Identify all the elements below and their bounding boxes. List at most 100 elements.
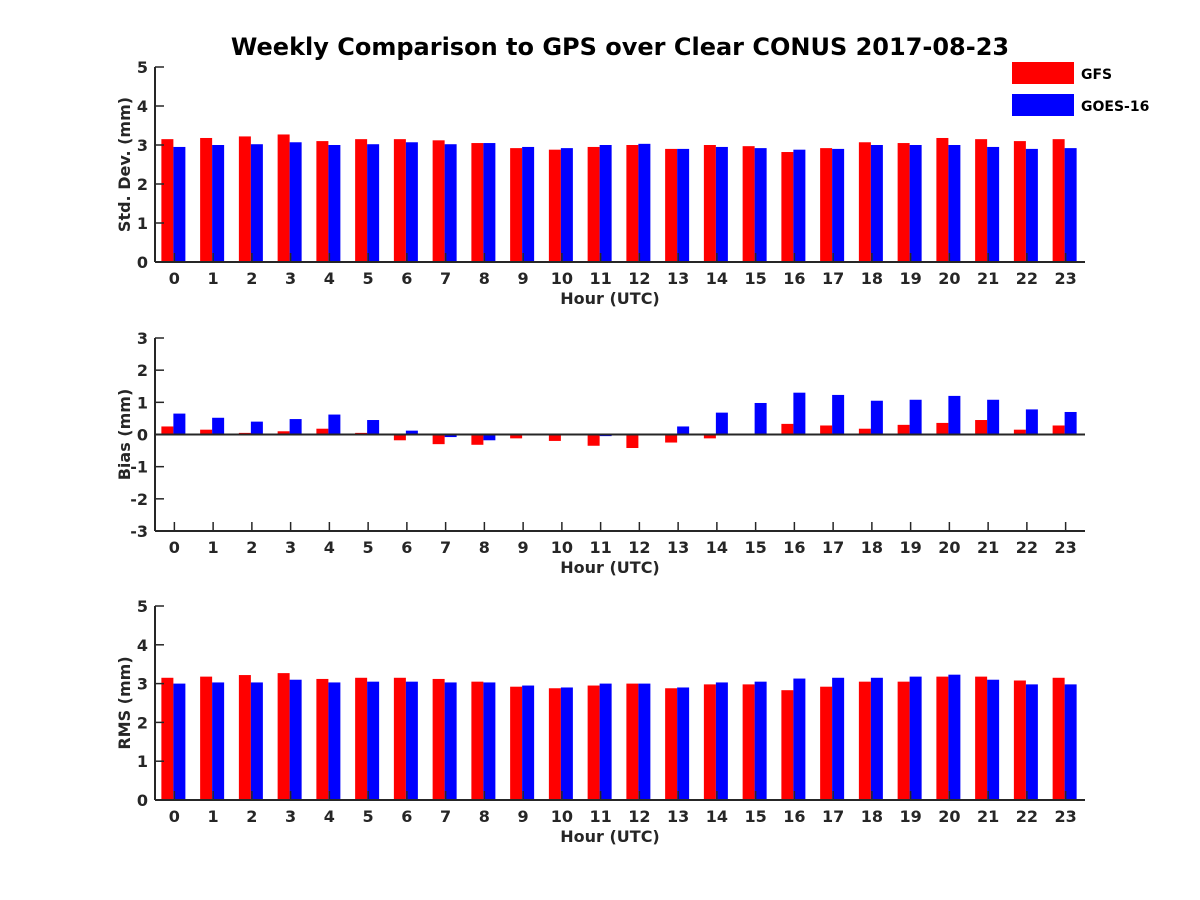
bar bbox=[471, 681, 484, 800]
bar bbox=[820, 686, 833, 800]
bar bbox=[987, 399, 1000, 435]
x-tick-label: 0 bbox=[169, 269, 180, 288]
x-tick-label: 18 bbox=[861, 538, 883, 557]
bar bbox=[665, 148, 678, 262]
bar bbox=[677, 426, 690, 435]
bar bbox=[936, 422, 949, 435]
x-tick-label: 7 bbox=[440, 538, 451, 557]
bar bbox=[250, 144, 263, 262]
x-tick-label: 15 bbox=[744, 269, 766, 288]
bar bbox=[703, 145, 716, 262]
x-tick-label: 7 bbox=[440, 807, 451, 826]
x-tick-label: 6 bbox=[401, 538, 412, 557]
bar bbox=[432, 140, 445, 262]
bar bbox=[936, 676, 949, 800]
x-tick-label: 22 bbox=[1016, 538, 1038, 557]
x-tick-label: 10 bbox=[551, 538, 573, 557]
x-tick-label: 6 bbox=[401, 269, 412, 288]
legend: GFS GOES-16 bbox=[1012, 62, 1149, 116]
bar bbox=[483, 682, 496, 800]
bar bbox=[1064, 684, 1077, 800]
bar bbox=[238, 675, 251, 800]
bar bbox=[1052, 425, 1065, 435]
x-tick-label: 0 bbox=[169, 538, 180, 557]
bar bbox=[677, 687, 690, 800]
bar bbox=[367, 681, 380, 800]
bar bbox=[781, 690, 794, 800]
x-tick-label: 13 bbox=[667, 807, 689, 826]
bar bbox=[742, 684, 755, 800]
bar bbox=[599, 145, 612, 262]
y-tick-label: 5 bbox=[137, 58, 148, 77]
x-tick-label: 23 bbox=[1054, 269, 1076, 288]
stddev-y-axis-label: Std. Dev. (mm) bbox=[115, 97, 134, 232]
x-tick-label: 23 bbox=[1054, 807, 1076, 826]
y-tick-label: 4 bbox=[137, 97, 148, 116]
x-tick-label: 17 bbox=[822, 269, 844, 288]
bar bbox=[793, 149, 806, 262]
stddev-series-gfs bbox=[161, 134, 1065, 262]
bar bbox=[677, 148, 690, 262]
bar bbox=[870, 677, 883, 800]
x-tick-label: 12 bbox=[628, 269, 650, 288]
x-tick-label: 19 bbox=[899, 807, 921, 826]
bar bbox=[1052, 677, 1065, 800]
bar bbox=[560, 687, 573, 800]
bar bbox=[870, 400, 883, 435]
bar bbox=[858, 428, 871, 435]
bar bbox=[173, 146, 186, 262]
y-tick-label: 0 bbox=[137, 791, 148, 810]
bar bbox=[1025, 148, 1038, 262]
bar bbox=[626, 683, 639, 800]
bar bbox=[703, 684, 716, 800]
bar bbox=[510, 148, 523, 262]
bar bbox=[277, 431, 290, 435]
x-tick-label: 10 bbox=[551, 807, 573, 826]
bias-series-goes-16 bbox=[173, 392, 1077, 441]
x-tick-label: 16 bbox=[783, 538, 805, 557]
x-tick-label: 13 bbox=[667, 269, 689, 288]
bar bbox=[1025, 409, 1038, 435]
x-tick-label: 16 bbox=[783, 269, 805, 288]
y-tick-label: 0 bbox=[137, 426, 148, 445]
figure-title: Weekly Comparison to GPS over Clear CONU… bbox=[231, 33, 1009, 61]
bar bbox=[393, 677, 406, 800]
bar bbox=[393, 139, 406, 262]
bar bbox=[587, 434, 600, 446]
bar bbox=[200, 137, 213, 262]
bar bbox=[548, 434, 561, 441]
x-tick-label: 16 bbox=[783, 807, 805, 826]
bar bbox=[715, 412, 728, 435]
legend-swatch bbox=[1012, 62, 1074, 84]
bar bbox=[948, 674, 961, 800]
bar bbox=[638, 683, 651, 800]
x-tick-label: 2 bbox=[246, 807, 257, 826]
legend-label: GOES-16 bbox=[1081, 99, 1149, 115]
bias-x-axis-label: Hour (UTC) bbox=[560, 558, 660, 577]
x-tick-label: 17 bbox=[822, 538, 844, 557]
bar bbox=[250, 682, 263, 800]
x-tick-label: 6 bbox=[401, 807, 412, 826]
bar bbox=[250, 421, 263, 435]
bar bbox=[793, 678, 806, 800]
bar bbox=[754, 402, 767, 435]
bar bbox=[909, 676, 922, 800]
x-tick-label: 8 bbox=[479, 538, 490, 557]
bar bbox=[832, 394, 845, 435]
x-tick-label: 14 bbox=[706, 269, 728, 288]
bias-series-gfs bbox=[161, 420, 1065, 449]
x-tick-label: 14 bbox=[706, 538, 728, 557]
bar bbox=[832, 677, 845, 800]
bar bbox=[444, 144, 457, 262]
x-tick-label: 8 bbox=[479, 269, 490, 288]
bar bbox=[432, 678, 445, 800]
x-tick-label: 1 bbox=[208, 538, 219, 557]
bar bbox=[715, 682, 728, 800]
x-tick-label: 5 bbox=[363, 538, 374, 557]
bar bbox=[277, 134, 290, 262]
x-tick-label: 3 bbox=[285, 538, 296, 557]
bar bbox=[820, 425, 833, 435]
